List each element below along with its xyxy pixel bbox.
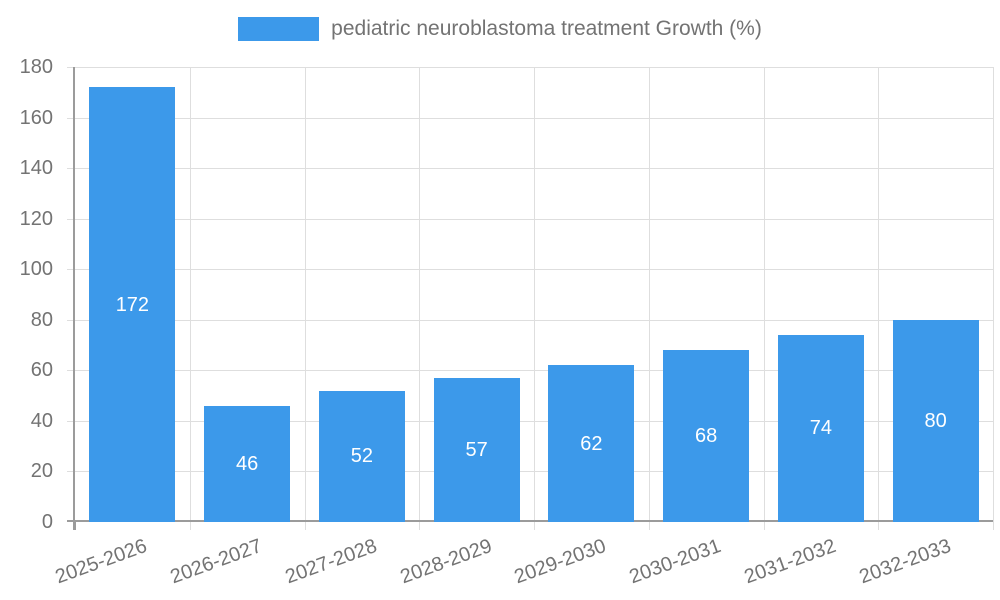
gridline-x [534, 67, 535, 522]
x-axis-line [67, 520, 993, 522]
y-axis-tick [67, 117, 75, 119]
y-axis-tick [67, 370, 75, 372]
y-axis-label: 100 [19, 258, 53, 281]
gridline-x [878, 67, 880, 522]
bar[interactable] [892, 319, 979, 522]
bar[interactable] [777, 334, 864, 522]
y-axis-label: 0 [41, 511, 53, 533]
x-axis-tick [993, 522, 994, 530]
bar[interactable] [663, 350, 750, 522]
gridline-x [648, 67, 650, 522]
y-axis-tick [67, 319, 75, 321]
legend-label: pediatric neuroblastoma treatment Growth… [331, 17, 762, 40]
gridline-x [304, 67, 306, 522]
x-axis-tick [878, 522, 880, 530]
y-axis-tick [67, 218, 75, 220]
y-axis-tick [67, 168, 75, 170]
bar[interactable] [548, 365, 635, 522]
x-axis-tick [419, 522, 421, 530]
bar[interactable] [318, 390, 405, 522]
x-axis-tick [75, 522, 76, 530]
y-axis-label: 60 [30, 359, 53, 382]
y-axis-label: 120 [19, 207, 53, 230]
y-axis-label: 180 [19, 56, 53, 78]
y-axis-label: 140 [19, 157, 53, 180]
bar[interactable] [89, 87, 176, 522]
plot-area: 0 20 40 60 80 100 120 140 160 180 172 2025-2026 46 20… [20, 56, 994, 588]
gridline-x [763, 67, 765, 522]
y-axis-tick [67, 67, 75, 68]
gridline-x [419, 67, 421, 522]
gridline-x [189, 67, 191, 522]
legend-swatch [238, 17, 320, 41]
x-axis-tick [648, 522, 650, 530]
y-axis-tick [67, 269, 75, 271]
y-axis-label: 20 [30, 460, 53, 483]
gridline-x [993, 67, 994, 522]
bar[interactable] [433, 377, 520, 522]
y-axis-tick [67, 471, 75, 473]
y-axis-tick [67, 420, 75, 422]
y-axis-label: 40 [30, 409, 53, 432]
y-axis-line [73, 67, 75, 530]
y-axis-label: 160 [19, 106, 53, 129]
y-axis-label: 80 [30, 308, 53, 331]
x-axis-tick [763, 522, 765, 530]
x-axis-tick [189, 522, 191, 530]
legend[interactable]: pediatric neuroblastoma treatment Growth… [0, 16, 1000, 42]
bar[interactable] [204, 405, 291, 522]
x-axis-tick [304, 522, 306, 530]
x-axis-tick [534, 522, 535, 530]
